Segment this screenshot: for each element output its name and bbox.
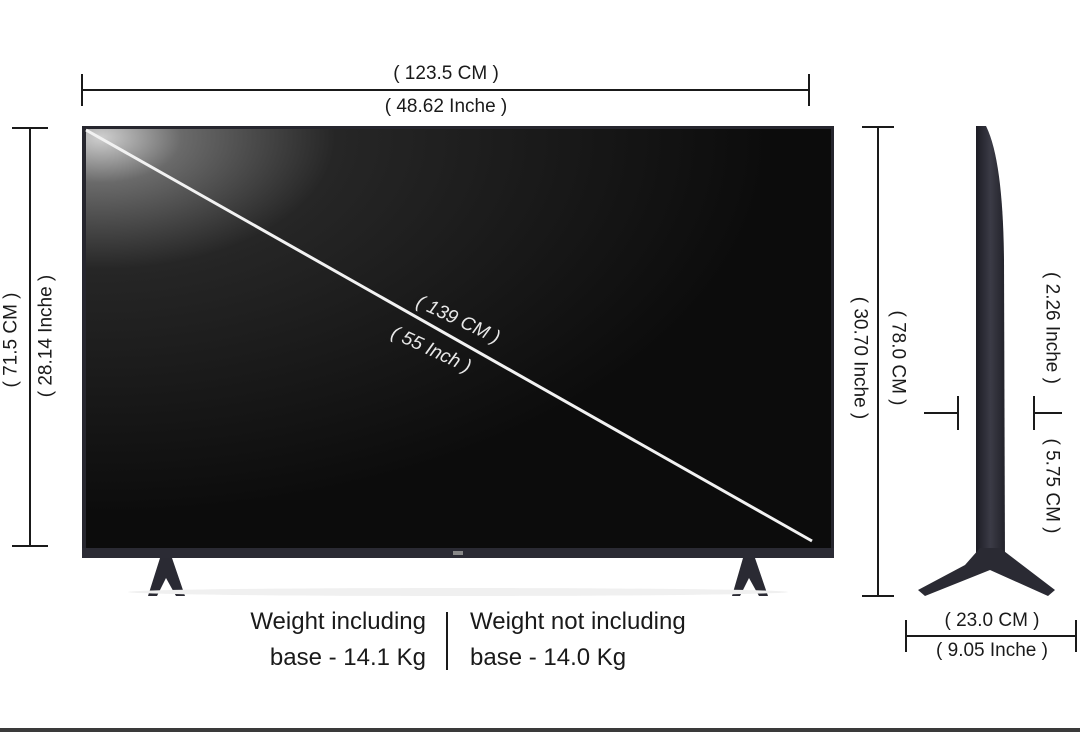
stand-depth-dimension-line — [905, 620, 1077, 652]
floor-shadow — [128, 588, 788, 596]
weight-including-line2: base - 14.1 Kg — [269, 644, 426, 671]
tv-side-profile — [976, 126, 1005, 565]
panel-depth-markers — [924, 396, 1062, 430]
weight-including-line1: Weight including — [250, 608, 426, 635]
total-height-cm-label: ( 78.0 CM ) — [887, 310, 909, 406]
width-inch-label: ( 48.62 Inche ) — [384, 96, 508, 117]
panel-depth-inch-label: ( 2.26 Inche ) — [1041, 272, 1063, 384]
total-height-dimension-line — [862, 126, 894, 597]
height-cm-label: ( 71.5 CM ) — [0, 292, 22, 388]
left-stand — [148, 558, 185, 596]
weight-including-block: Weight including base - 14.1 Kg — [250, 604, 426, 676]
height-dimension-line — [12, 127, 48, 547]
side-stand — [918, 548, 1055, 596]
total-height-inch-label: ( 30.70 Inche ) — [849, 296, 871, 420]
weight-not-including-line1: Weight not including — [470, 608, 686, 635]
lg-logo-mark — [453, 551, 463, 555]
width-dimension-line — [81, 74, 810, 106]
panel-depth-cm-label: ( 5.75 CM ) — [1041, 438, 1063, 534]
stand-depth-inch-label: ( 9.05 Inche ) — [936, 640, 1048, 661]
diagonal-line — [85, 128, 813, 543]
height-inch-label: ( 28.14 Inche ) — [35, 274, 57, 398]
bottom-divider — [0, 728, 1080, 732]
width-cm-label: ( 123.5 CM ) — [393, 63, 499, 84]
weight-not-including-line2: base - 14.0 Kg — [470, 644, 627, 671]
stand-depth-cm-label: ( 23.0 CM ) — [944, 610, 1040, 631]
weight-not-including-block: Weight not including base - 14.0 Kg — [470, 604, 686, 676]
right-stand — [732, 558, 768, 596]
